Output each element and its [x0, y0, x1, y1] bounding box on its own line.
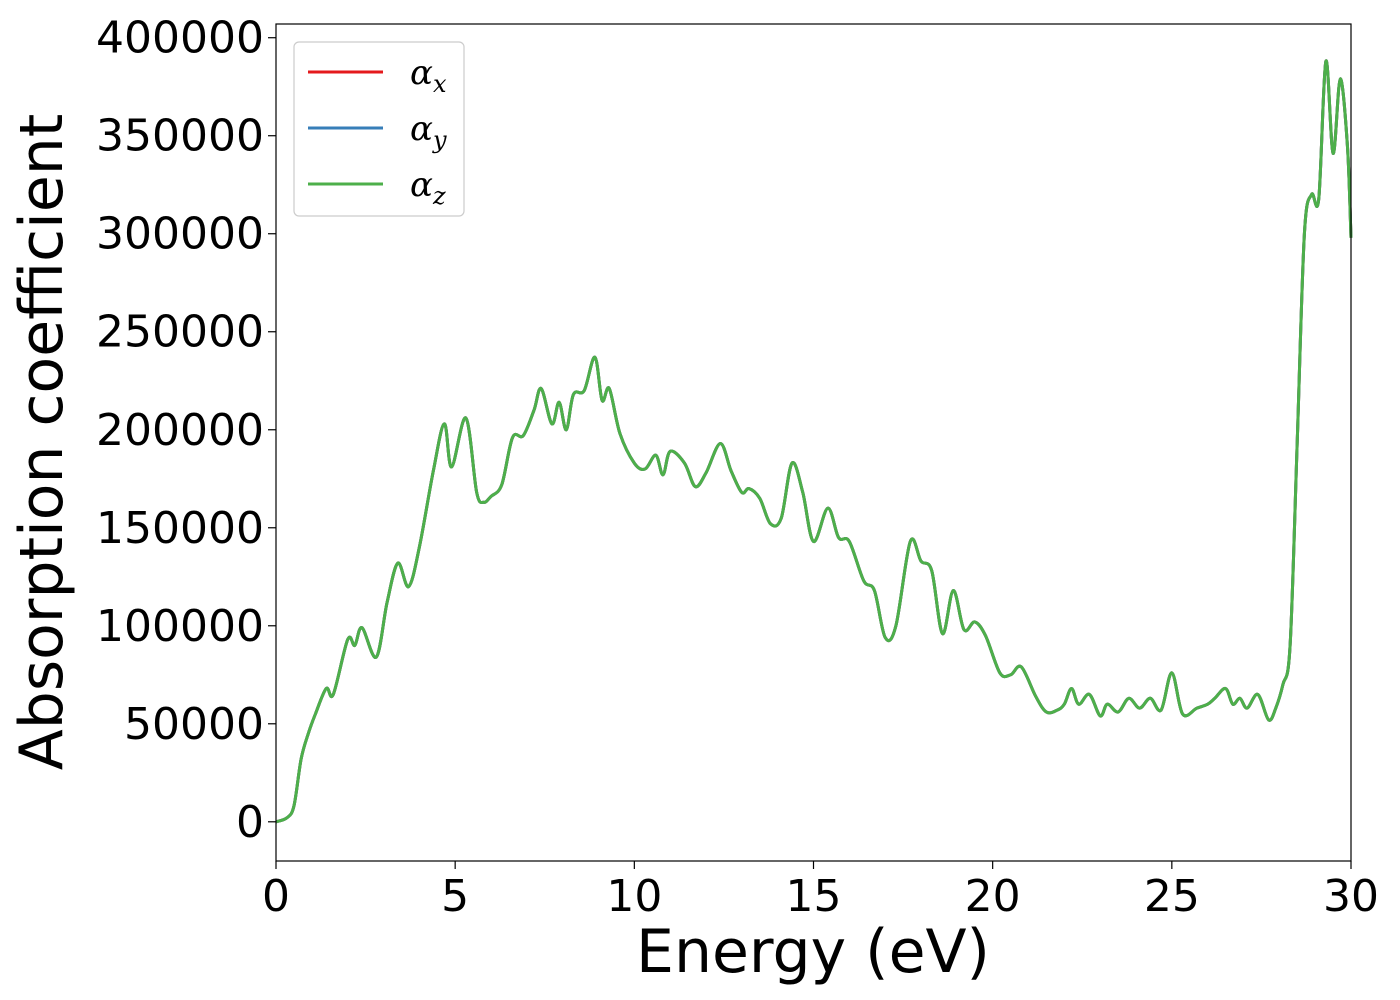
x-tick-label: 10	[606, 871, 662, 922]
x-axis-label: Energy (eV)	[636, 917, 990, 987]
legend-symbol: α	[410, 165, 433, 205]
x-tick-label: 20	[965, 871, 1021, 922]
series-layer	[275, 59, 1353, 824]
y-tick-label: 400000	[96, 13, 264, 64]
x-tick-label: 15	[786, 871, 842, 922]
y-tick-label: 150000	[96, 503, 264, 554]
legend-subscript: y	[432, 126, 447, 154]
legend-subscript: z	[432, 182, 446, 210]
legend-subscript: x	[433, 70, 447, 98]
x-tick-label: 25	[1144, 871, 1200, 922]
x-axis: 0 5 10 15 20 25 30	[262, 861, 1379, 922]
x-tick-label: 30	[1323, 871, 1379, 922]
y-tick-label: 300000	[96, 209, 264, 260]
legend-symbol: α	[410, 109, 433, 149]
x-tick-label: 0	[262, 871, 290, 922]
y-tick-label: 350000	[96, 111, 264, 162]
y-tick-label: 250000	[96, 307, 264, 358]
legend-label-1: αx	[410, 53, 447, 98]
series-line-3	[275, 59, 1353, 824]
y-axis: 0 50000 100000 150000 200000 250000 300000 3500…	[96, 13, 276, 848]
y-tick-label: 0	[236, 797, 264, 848]
legend-symbol: α	[410, 53, 433, 93]
legend-label-3: αz	[410, 165, 446, 210]
y-tick-label: 200000	[96, 405, 264, 456]
y-axis-label: Absorption coefficient	[7, 114, 77, 771]
x-tick-label: 5	[441, 871, 469, 922]
y-tick-label: 100000	[96, 601, 264, 652]
legend-label-2: αy	[410, 109, 447, 154]
y-tick-label: 50000	[124, 699, 264, 750]
